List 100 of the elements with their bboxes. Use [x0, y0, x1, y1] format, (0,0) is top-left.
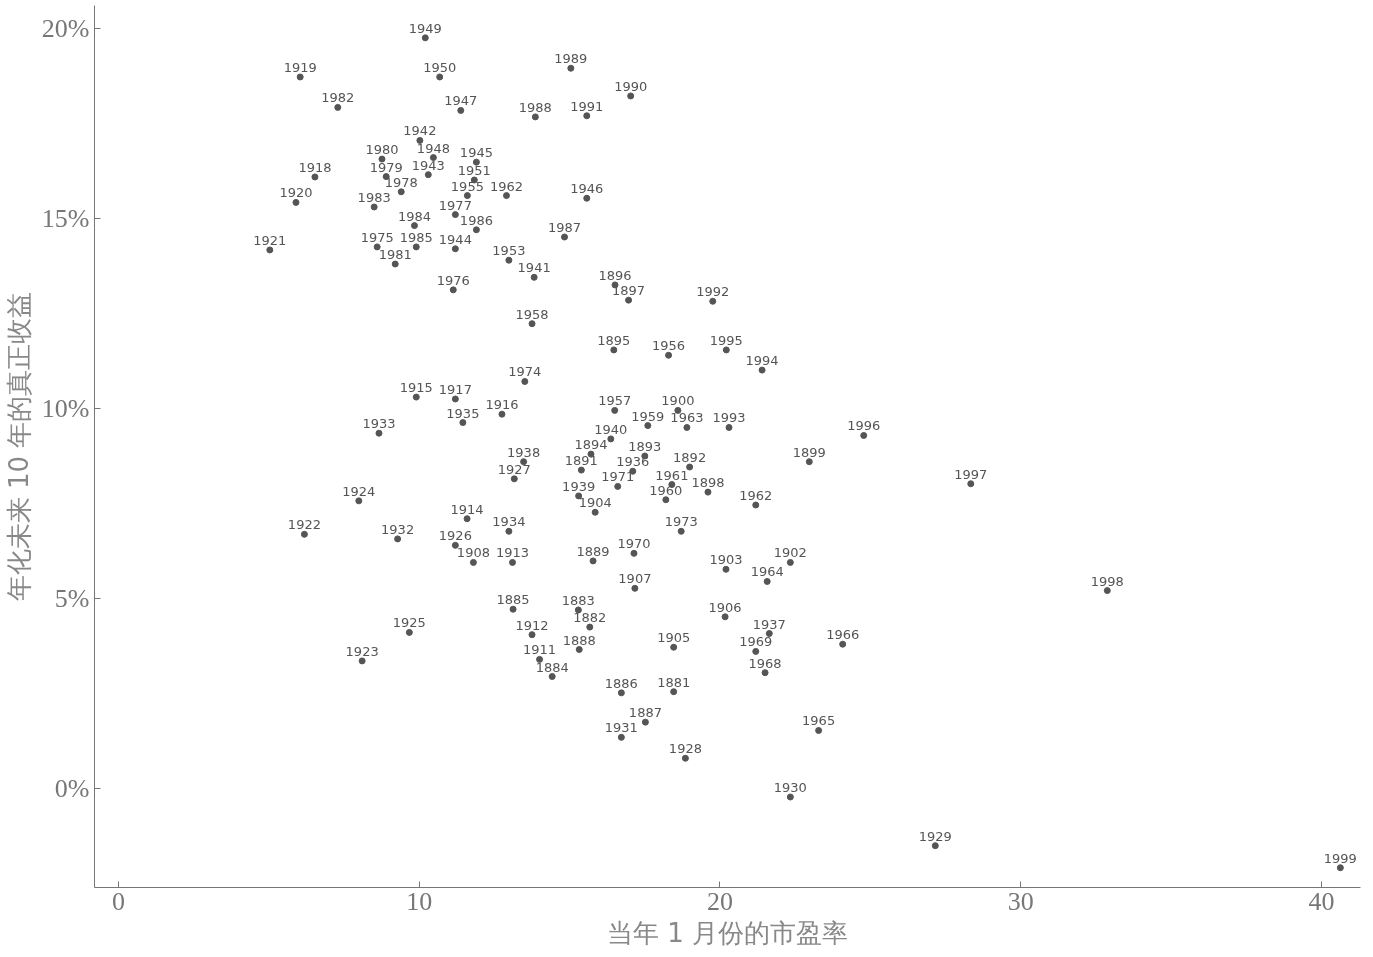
- annotation: 1964: [750, 564, 784, 580]
- annotation: 1937: [752, 616, 786, 632]
- annotation: 1973: [664, 514, 698, 530]
- annotation: 1918: [298, 159, 332, 175]
- annotation: 1992: [696, 284, 730, 300]
- annotation: 1921: [253, 232, 287, 248]
- annotation: 1943: [411, 157, 445, 173]
- annotation: 1982: [321, 90, 355, 106]
- annotation: 1970: [617, 536, 651, 552]
- annotation: 1974: [508, 364, 542, 380]
- annotation: 1911: [523, 642, 557, 658]
- annotation: 1961: [655, 467, 689, 483]
- annotation: 1980: [365, 142, 399, 158]
- annotation: 1927: [497, 461, 531, 477]
- x-tick-label: 0: [112, 886, 126, 916]
- annotation: 1898: [691, 475, 725, 491]
- annotation: 1953: [492, 243, 526, 259]
- annotation: 1984: [397, 208, 432, 224]
- annotation: 1926: [438, 528, 472, 544]
- y-tick-label: 5%: [54, 584, 90, 614]
- x-tick-label: 10: [406, 886, 433, 916]
- annotation: 1914: [450, 501, 484, 517]
- annotation: 1904: [578, 495, 612, 511]
- annotation: 1895: [597, 332, 631, 348]
- annotation: 1930: [773, 780, 807, 796]
- annotation: 1886: [604, 675, 638, 691]
- annotation: 1993: [712, 410, 746, 426]
- annotation: 1957: [598, 393, 632, 409]
- annotation: 1902: [773, 545, 807, 561]
- annotation: 1885: [496, 592, 530, 608]
- annotation: 1997: [954, 466, 988, 482]
- annotation: 1934: [492, 514, 526, 530]
- annotation: 1994: [745, 353, 779, 369]
- annotation: 1978: [384, 174, 418, 190]
- x-axis-title: 当年 1 月份的市盈率: [606, 917, 849, 948]
- annotation: 1979: [369, 159, 403, 175]
- annotation: 1988: [518, 99, 552, 115]
- annotation: 1932: [381, 521, 415, 537]
- annotation: 1985: [399, 229, 433, 245]
- annotation: 1996: [847, 418, 881, 434]
- annotation: 1947: [444, 93, 478, 109]
- annotation: 1893: [628, 439, 662, 454]
- annotation: 1894: [574, 437, 608, 453]
- annotation: 1946: [570, 181, 604, 197]
- annotation: 1981: [378, 247, 412, 263]
- annotation: 1991: [570, 98, 604, 114]
- annotation: 1987: [547, 220, 582, 236]
- annotation: 1995: [709, 332, 743, 348]
- annotation: 1942: [403, 123, 437, 139]
- annotation: 1938: [507, 444, 541, 460]
- annotation: 1962: [489, 178, 524, 194]
- annotation: 1983: [357, 189, 391, 205]
- annotation: 1913: [495, 545, 530, 561]
- annotation: 1916: [485, 397, 519, 413]
- annotation: 1936: [616, 454, 650, 470]
- annotation: 1989: [554, 51, 588, 67]
- annotation: 1940: [594, 421, 628, 437]
- annotation: 1923: [345, 643, 379, 659]
- annotation: 1971: [601, 469, 635, 485]
- annotation: 1899: [792, 444, 826, 460]
- annotation: 1939: [562, 478, 596, 494]
- y-tick-label: 10%: [41, 393, 90, 423]
- annotation: 1889: [576, 543, 610, 559]
- annotation: 1912: [515, 617, 549, 633]
- annotation: 1955: [450, 178, 484, 194]
- annotation: 1907: [618, 571, 652, 587]
- annotation: 1896: [598, 267, 632, 283]
- annotation: 1929: [918, 828, 952, 844]
- annotation: 1908: [456, 545, 490, 561]
- annotation: 1948: [416, 140, 450, 156]
- annotation: 1900: [661, 393, 695, 409]
- y-axis-title: 年化未来 10 年的真正收益: [3, 291, 34, 602]
- annotation: 1956: [652, 338, 686, 354]
- annotation: 1933: [362, 416, 396, 432]
- annotation: 1965: [802, 713, 836, 729]
- y-tick-label: 15%: [41, 203, 90, 233]
- annotation: 1986: [459, 212, 493, 228]
- annotation: 1944: [438, 231, 472, 247]
- x-tick-label: 40: [1308, 886, 1335, 916]
- annotation: 1976: [436, 272, 470, 288]
- annotation: 1884: [535, 659, 569, 675]
- annotation: 1892: [673, 450, 707, 466]
- annotation: 1931: [604, 720, 638, 736]
- annotation: 1998: [1090, 573, 1124, 589]
- annotation: 1882: [573, 610, 607, 626]
- x-tick-label: 20: [706, 886, 733, 916]
- annotation: 1925: [392, 615, 426, 631]
- x-tick-label: 30: [1007, 886, 1034, 916]
- annotation: 1888: [562, 632, 596, 648]
- annotation: 1922: [287, 517, 321, 533]
- annotation: 1935: [446, 405, 480, 421]
- annotation: 1891: [564, 453, 598, 469]
- annotation: 1958: [515, 306, 549, 322]
- annotation: 1959: [631, 408, 665, 424]
- annotation: 1945: [459, 145, 493, 161]
- annotation: 1962: [739, 488, 773, 504]
- annotation: 1919: [283, 59, 317, 75]
- annotation: 1887: [628, 705, 662, 721]
- annotation: 1949: [408, 20, 442, 36]
- annotation: 1906: [708, 599, 742, 615]
